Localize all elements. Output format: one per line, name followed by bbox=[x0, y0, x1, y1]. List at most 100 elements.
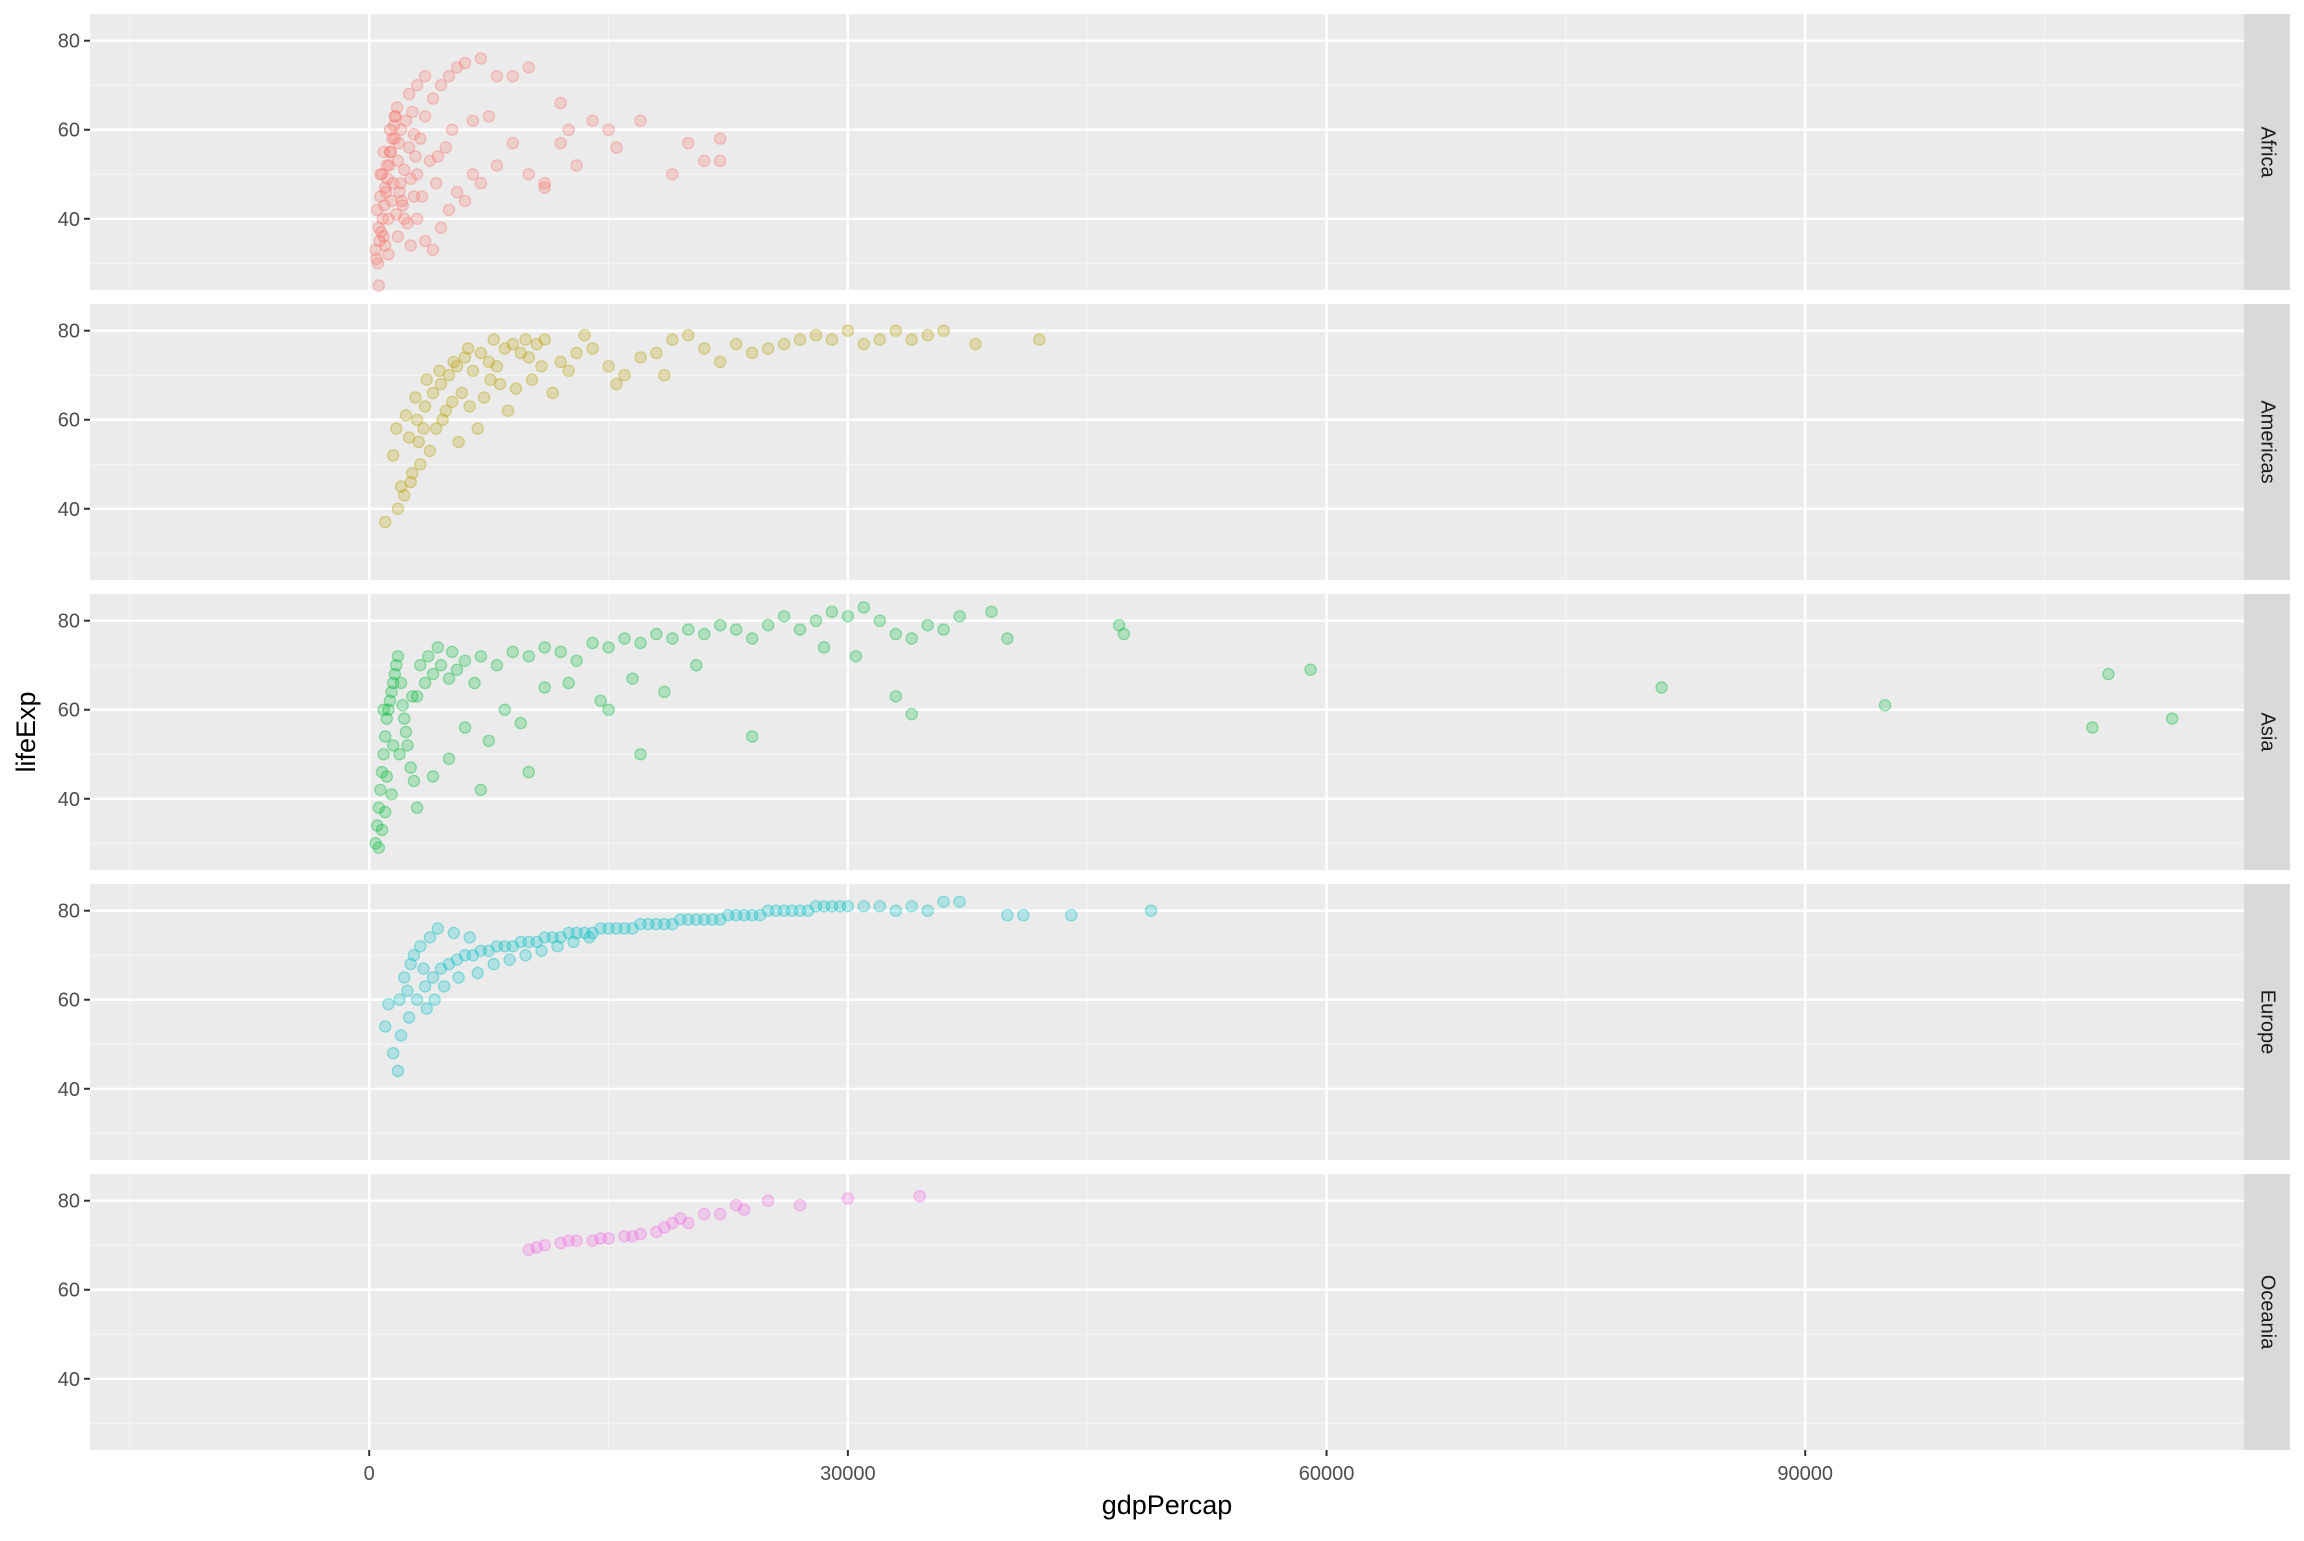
data-point-africa bbox=[474, 52, 488, 65]
data-point-asia bbox=[375, 765, 389, 779]
y-tick-label: 60 bbox=[58, 990, 80, 1012]
facet-strip-label: Asia bbox=[2257, 713, 2279, 753]
data-point-africa bbox=[392, 136, 405, 150]
data-point-americas bbox=[530, 337, 544, 351]
data-point-europe bbox=[466, 949, 480, 962]
data-point-asia bbox=[396, 699, 409, 712]
data-point-europe bbox=[921, 904, 934, 917]
data-point-asia bbox=[431, 641, 444, 654]
data-point-americas bbox=[546, 386, 559, 400]
data-point-europe bbox=[447, 926, 460, 940]
data-point-asia bbox=[458, 721, 472, 734]
data-point-asia bbox=[1655, 681, 1668, 694]
data-point-oceania bbox=[682, 1216, 695, 1230]
data-point-asia bbox=[422, 650, 435, 663]
data-point-europe bbox=[546, 931, 559, 944]
data-point-asia bbox=[602, 703, 615, 716]
data-point-africa bbox=[458, 194, 472, 208]
data-point-africa bbox=[426, 92, 440, 105]
data-point-oceania bbox=[841, 1192, 855, 1205]
data-point-americas bbox=[414, 458, 427, 471]
data-point-asia bbox=[369, 837, 382, 850]
x-tick-label: 0 bbox=[364, 1463, 375, 1485]
data-point-europe bbox=[482, 944, 496, 958]
data-point-africa bbox=[466, 168, 480, 181]
data-point-americas bbox=[618, 369, 631, 382]
data-point-asia bbox=[730, 623, 743, 636]
data-point-asia bbox=[399, 725, 413, 739]
data-point-asia bbox=[626, 672, 639, 685]
data-point-asia bbox=[777, 610, 791, 623]
data-point-europe bbox=[452, 971, 465, 984]
data-point-americas bbox=[409, 391, 422, 404]
data-point-africa bbox=[389, 110, 402, 123]
data-point-americas bbox=[535, 360, 548, 373]
data-point-africa bbox=[402, 141, 416, 154]
data-point-africa bbox=[380, 159, 393, 172]
data-point-americas bbox=[937, 324, 950, 337]
data-point-asia bbox=[746, 730, 759, 743]
data-point-asia bbox=[388, 667, 401, 681]
data-point-africa bbox=[466, 114, 480, 128]
data-point-americas bbox=[501, 404, 515, 417]
x-axis-title: gdpPercap bbox=[1102, 1490, 1233, 1520]
data-point-africa bbox=[450, 61, 464, 74]
facet-strip bbox=[2244, 884, 2290, 1160]
data-point-africa bbox=[398, 163, 411, 176]
data-point-africa bbox=[418, 234, 432, 248]
data-point-europe bbox=[642, 917, 655, 931]
data-point-europe bbox=[937, 895, 950, 909]
data-point-asia bbox=[514, 716, 528, 730]
data-point-africa bbox=[376, 212, 389, 225]
data-point-asia bbox=[634, 636, 647, 650]
data-point-africa bbox=[388, 110, 401, 123]
data-point-asia bbox=[379, 730, 392, 743]
data-point-africa bbox=[418, 110, 432, 123]
y-tick-label: 80 bbox=[58, 1191, 80, 1213]
data-point-africa bbox=[426, 243, 440, 257]
data-point-americas bbox=[650, 346, 663, 360]
data-point-americas bbox=[841, 324, 855, 337]
data-point-americas bbox=[446, 395, 459, 409]
data-point-europe bbox=[857, 900, 871, 913]
data-point-oceania bbox=[650, 1225, 663, 1239]
data-point-africa bbox=[682, 136, 695, 150]
data-point-americas bbox=[586, 342, 599, 355]
data-point-europe bbox=[594, 922, 607, 935]
data-point-americas bbox=[412, 435, 425, 449]
data-point-africa bbox=[374, 190, 387, 203]
data-point-americas bbox=[825, 333, 839, 346]
data-point-americas bbox=[1033, 333, 1046, 346]
data-point-europe bbox=[1144, 904, 1158, 917]
data-point-africa bbox=[570, 159, 583, 172]
data-point-africa bbox=[395, 194, 409, 208]
data-point-europe bbox=[562, 926, 575, 940]
data-point-americas bbox=[969, 337, 982, 351]
data-point-europe bbox=[817, 900, 831, 913]
data-point-asia bbox=[761, 619, 775, 632]
data-point-africa bbox=[431, 150, 444, 163]
data-point-americas bbox=[666, 333, 679, 346]
data-point-asia bbox=[825, 605, 839, 619]
data-point-africa bbox=[586, 114, 599, 128]
data-point-europe bbox=[626, 922, 639, 935]
y-tick-label: 60 bbox=[58, 1280, 80, 1302]
data-point-europe bbox=[387, 1046, 400, 1060]
data-point-africa bbox=[414, 132, 427, 145]
data-point-americas bbox=[634, 351, 647, 364]
data-point-africa bbox=[538, 176, 551, 190]
data-point-oceania bbox=[761, 1194, 775, 1207]
data-point-europe bbox=[793, 904, 807, 917]
data-point-europe bbox=[586, 926, 599, 940]
data-point-americas bbox=[447, 355, 460, 369]
data-point-americas bbox=[482, 355, 496, 369]
data-point-asia bbox=[482, 734, 496, 748]
data-point-europe bbox=[777, 904, 791, 917]
data-point-europe bbox=[490, 940, 504, 953]
data-point-americas bbox=[809, 329, 823, 342]
data-point-asia bbox=[658, 685, 671, 699]
data-point-asia bbox=[418, 676, 432, 690]
data-point-asia bbox=[426, 667, 440, 681]
data-point-africa bbox=[506, 70, 519, 83]
data-point-asia bbox=[889, 627, 903, 641]
